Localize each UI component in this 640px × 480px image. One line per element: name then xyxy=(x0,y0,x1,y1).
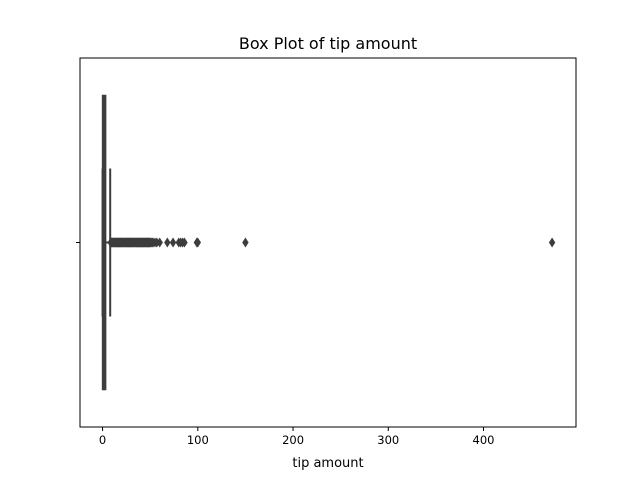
x-tick-label: 200 xyxy=(282,433,304,447)
outlier-point xyxy=(181,237,188,248)
x-tick-label: 300 xyxy=(377,433,399,447)
outlier-point xyxy=(194,237,202,248)
outlier-point xyxy=(242,237,249,248)
outlier-point xyxy=(164,237,171,248)
x-axis-label: tip amount xyxy=(292,456,363,471)
outlier-point xyxy=(548,237,556,248)
x-tick-label: 100 xyxy=(187,433,209,447)
x-tick-label: 0 xyxy=(99,433,106,447)
x-axis: 0 100 200 300 400 xyxy=(99,427,495,447)
chart-title: Box Plot of tip amount xyxy=(239,34,417,53)
outlier-point xyxy=(169,237,177,248)
outlier-point xyxy=(156,237,163,248)
x-tick-label: 400 xyxy=(473,433,495,447)
plot-area xyxy=(101,94,556,391)
